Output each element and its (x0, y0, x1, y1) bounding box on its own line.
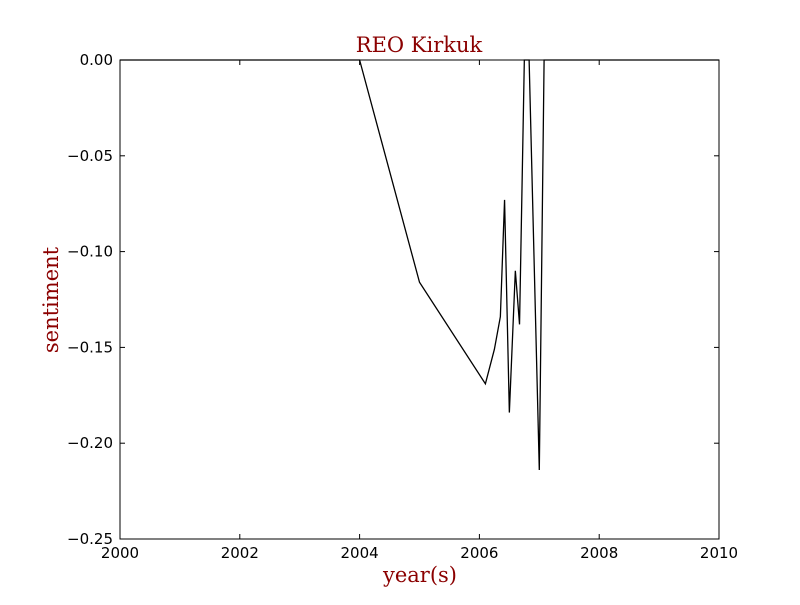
x-axis-label: year(s) (382, 563, 457, 587)
x-tick-label: 2008 (580, 544, 618, 562)
plot-frame (119, 59, 720, 540)
x-tick-label: 2000 (101, 544, 139, 562)
x-tick-label: 2006 (460, 544, 498, 562)
chart-title: REO Kirkuk (356, 33, 483, 57)
y-tick-label: −0.20 (67, 434, 113, 452)
y-tick-label: −0.05 (67, 147, 113, 165)
x-tick-label: 2002 (221, 544, 259, 562)
y-tick-label: −0.25 (67, 530, 113, 548)
y-tick-label: 0.00 (80, 51, 113, 69)
x-tick-label: 2010 (700, 544, 738, 562)
y-tick-label: −0.10 (67, 243, 113, 261)
x-tick-label: 2004 (341, 544, 379, 562)
series-line-0 (120, 59, 719, 471)
y-axis-label: sentiment (39, 246, 63, 353)
y-tick-label: −0.15 (67, 338, 113, 356)
